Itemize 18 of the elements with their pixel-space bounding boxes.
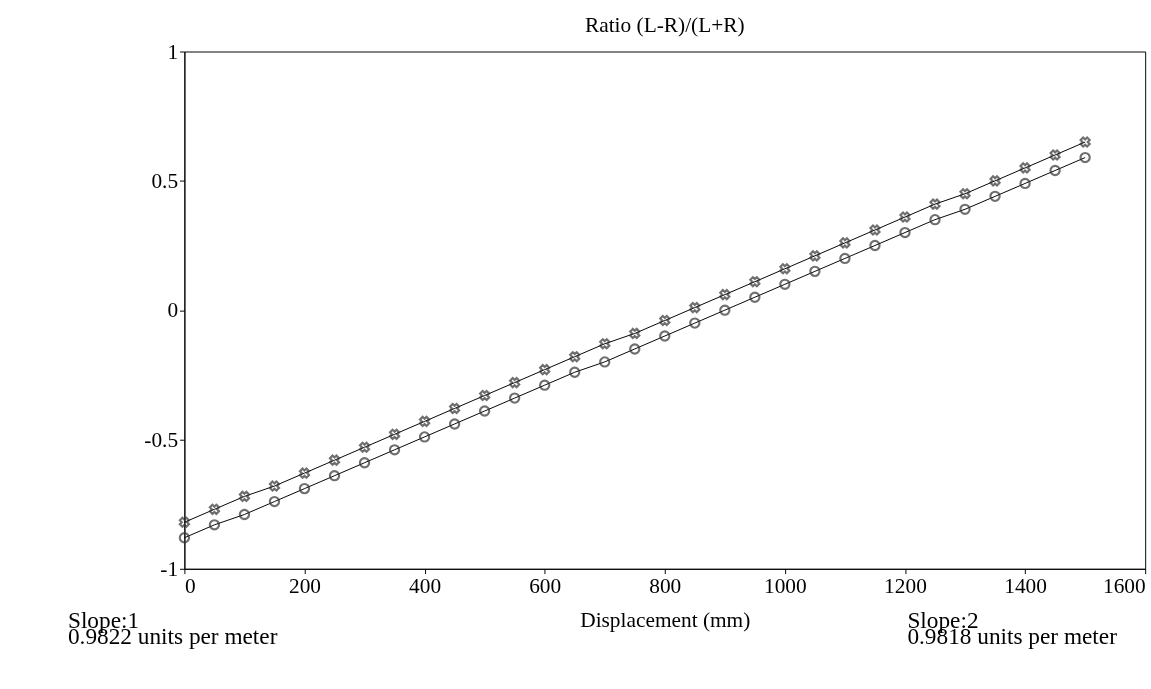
x-tick-label: 400 — [409, 573, 442, 598]
text: Slope:2 0.9818 units per meter — [907, 607, 1118, 650]
y-tick-label: 1 — [167, 39, 179, 64]
y-tick-label: -0.5 — [144, 427, 179, 452]
y-tick-label: 0 — [167, 298, 179, 323]
x-tick-label: 1400 — [1004, 573, 1047, 598]
x-tick-label: 0 — [184, 573, 196, 598]
chart-title: Ratio (L-R)/(L+R) — [584, 13, 745, 38]
x-tick-label: 200 — [288, 573, 321, 598]
y-tick-label: 0.5 — [151, 169, 179, 194]
x-axis-title: Displacement (mm) — [580, 607, 751, 632]
x-tick-label: 1200 — [884, 573, 927, 598]
x-tick-label: 1000 — [764, 573, 807, 598]
y-tick-label: -1 — [160, 557, 179, 582]
text: Slope:1 0.9822 units per meter — [67, 607, 278, 650]
x-tick-label: 1600 — [1102, 573, 1146, 598]
x-tick-label: 800 — [649, 573, 682, 598]
x-tick-label: 600 — [529, 573, 562, 598]
